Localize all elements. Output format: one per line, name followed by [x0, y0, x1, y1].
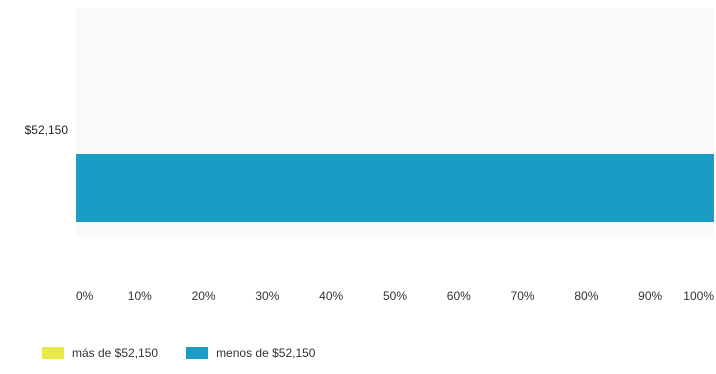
x-tick-label: 80%: [574, 289, 598, 303]
legend-item-mas: más de $52,150: [42, 346, 158, 360]
legend-swatch-menos: [186, 347, 209, 359]
x-tick-label: 0%: [76, 289, 94, 303]
x-tick-label: 40%: [319, 289, 343, 303]
x-tick-label: 10%: [128, 289, 152, 303]
x-tick-label: 70%: [511, 289, 535, 303]
x-tick-label: 30%: [255, 289, 279, 303]
category-labels: $52,150: [25, 123, 69, 137]
x-tick-label: 20%: [192, 289, 216, 303]
legend-label-mas: más de $52,150: [72, 346, 159, 360]
x-tick-label: 50%: [383, 289, 407, 303]
x-axis-tick-labels: 0% 10% 20% 30% 40% 50% 60% 70% 80% 90% 100%: [76, 289, 714, 303]
legend-swatch-mas: [42, 347, 64, 359]
legend-label-menos: menos de $52,150: [216, 346, 316, 360]
category-label: $52,150: [25, 123, 69, 137]
bar-menos-0: [76, 154, 714, 222]
legend-item-menos: menos de $52,150: [186, 346, 315, 360]
legend: más de $52,150 menos de $52,150: [42, 346, 315, 360]
x-tick-label: 90%: [638, 289, 662, 303]
x-tick-label: 100%: [683, 289, 714, 303]
bars-group: [76, 154, 714, 222]
x-tick-label: 60%: [447, 289, 471, 303]
